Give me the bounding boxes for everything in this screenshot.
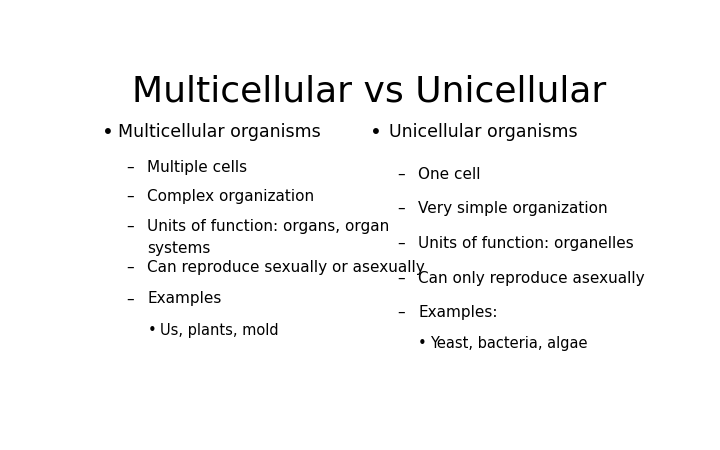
Text: Examples:: Examples: — [418, 305, 498, 320]
Text: •: • — [418, 337, 427, 351]
Text: –: – — [126, 160, 134, 175]
Text: •: • — [370, 123, 382, 142]
Text: –: – — [126, 219, 134, 234]
Text: Units of function: organelles: Units of function: organelles — [418, 236, 634, 251]
Text: –: – — [397, 201, 405, 216]
Text: Unicellular organisms: Unicellular organisms — [389, 123, 577, 141]
Text: –: – — [397, 270, 405, 286]
Text: Examples: Examples — [148, 291, 222, 306]
Text: –: – — [126, 260, 134, 275]
Text: –: – — [126, 189, 134, 204]
Text: Can only reproduce asexually: Can only reproduce asexually — [418, 270, 644, 286]
Text: •: • — [148, 323, 156, 338]
Text: Units of function: organs, organ
systems: Units of function: organs, organ systems — [148, 219, 390, 256]
Text: –: – — [397, 305, 405, 320]
Text: Complex organization: Complex organization — [148, 189, 315, 204]
Text: •: • — [102, 123, 114, 142]
Text: Us, plants, mold: Us, plants, mold — [160, 323, 279, 338]
Text: –: – — [126, 291, 134, 306]
Text: One cell: One cell — [418, 166, 481, 182]
Text: –: – — [397, 166, 405, 182]
Text: –: – — [397, 236, 405, 251]
Text: Multicellular vs Unicellular: Multicellular vs Unicellular — [132, 75, 606, 109]
Text: Multiple cells: Multiple cells — [148, 160, 248, 175]
Text: Multicellular organisms: Multicellular organisms — [118, 123, 320, 141]
Text: Yeast, bacteria, algae: Yeast, bacteria, algae — [431, 337, 588, 351]
Text: Can reproduce sexually or asexually: Can reproduce sexually or asexually — [148, 260, 426, 275]
Text: Very simple organization: Very simple organization — [418, 201, 608, 216]
